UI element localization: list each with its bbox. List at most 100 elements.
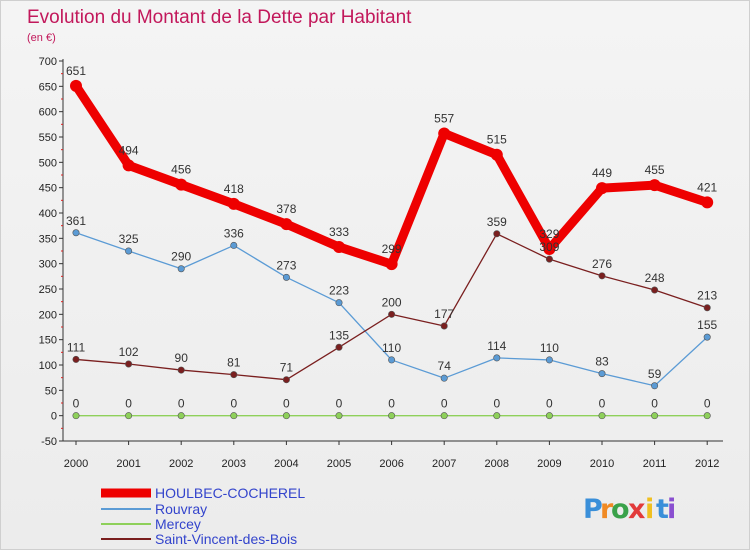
data-label: 110 [382, 341, 401, 355]
x-tick-label: 2001 [116, 458, 140, 470]
data-point [440, 412, 448, 420]
brand-letter: i [645, 494, 654, 525]
data-point [230, 412, 238, 420]
data-point [177, 366, 185, 374]
brand-letter: P [583, 494, 603, 525]
data-point [388, 310, 396, 318]
data-label: 0 [546, 397, 553, 411]
brand-letter: o [611, 494, 630, 525]
data-label: 248 [645, 271, 665, 285]
data-label: 135 [329, 328, 349, 342]
data-point [598, 412, 606, 420]
y-tick-label: 400 [39, 208, 57, 220]
data-label: 361 [66, 214, 86, 228]
data-point [598, 370, 606, 378]
data-label: 0 [388, 397, 395, 411]
axes: -50 0 50 100 150 200 250 300 350 400 450 500 550 600 6… [39, 56, 723, 470]
data-point [122, 159, 135, 172]
data-point [651, 286, 659, 294]
data-point [545, 356, 553, 364]
data-label: 0 [73, 397, 80, 411]
data-label: 557 [434, 111, 454, 125]
data-point [651, 412, 659, 420]
data-point [125, 412, 133, 420]
data-point [440, 374, 448, 382]
data-label: 177 [434, 307, 454, 321]
x-tick-label: 2003 [222, 458, 246, 470]
data-point [125, 247, 133, 255]
data-point [438, 127, 451, 140]
x-tick-label: 2000 [64, 458, 88, 470]
data-point [388, 412, 396, 420]
y-tick-label: 650 [39, 81, 57, 93]
x-tick-label: 2006 [379, 458, 403, 470]
brand-letter: x [628, 494, 645, 525]
data-label: 309 [539, 240, 559, 254]
data-label: 200 [382, 295, 402, 309]
data-point [596, 182, 608, 195]
data-point [703, 333, 711, 341]
series-rouvray [72, 229, 711, 390]
data-label: 74 [438, 359, 452, 373]
data-point [703, 412, 711, 420]
x-tick-label: 2011 [643, 458, 667, 470]
series-mercey [72, 412, 711, 420]
y-tick-label: 500 [39, 157, 57, 169]
y-tick-label: 150 [39, 335, 57, 347]
data-point [703, 304, 711, 312]
series-layer [70, 79, 714, 420]
data-point [545, 412, 553, 420]
legend: HOULBEC-COCHERELRouvrayMerceySaint-Vince… [101, 485, 305, 547]
data-label: 515 [487, 133, 507, 147]
x-tick-label: 2002 [169, 458, 193, 470]
data-point [388, 356, 396, 364]
data-point [177, 412, 185, 420]
data-label: 651 [66, 64, 86, 78]
data-label: 155 [697, 318, 717, 332]
data-label: 0 [336, 397, 343, 411]
data-label: 329 [539, 227, 559, 241]
y-tick-label: 600 [39, 107, 57, 119]
data-label: 0 [493, 397, 500, 411]
data-label: 213 [697, 289, 717, 303]
data-label: 59 [648, 367, 662, 381]
data-label: 333 [329, 225, 349, 239]
data-point [335, 412, 343, 420]
data-point [335, 343, 343, 351]
data-label: 299 [382, 242, 402, 256]
data-label: 0 [230, 397, 237, 411]
data-label: 456 [171, 163, 191, 177]
legend-label: Saint-Vincent-des-Bois [155, 531, 297, 547]
chart-subtitle: (en €) [27, 32, 56, 44]
data-point [545, 255, 553, 263]
data-point [493, 230, 501, 238]
data-label: 110 [540, 341, 559, 355]
data-label: 455 [645, 163, 665, 177]
data-label: 359 [487, 215, 507, 229]
data-label: 0 [283, 397, 290, 411]
data-label: 0 [651, 397, 658, 411]
data-label: 418 [224, 182, 244, 196]
y-tick-label: 50 [45, 385, 57, 397]
data-point [227, 197, 240, 210]
data-label: 83 [595, 355, 609, 369]
data-label: 0 [441, 397, 448, 411]
data-label: 223 [329, 284, 349, 298]
data-point [175, 178, 188, 191]
data-label: 378 [276, 202, 296, 216]
legend-label: HOULBEC-COCHEREL [155, 485, 305, 501]
data-point [651, 382, 659, 390]
data-point [598, 272, 606, 280]
y-tick-label: 250 [39, 284, 57, 296]
brand-letter: t [656, 494, 669, 525]
data-point [72, 412, 80, 420]
data-label: 102 [119, 345, 139, 359]
data-labels: 0 0 0 0 0 0 0 0 0 0 0 0 0 361 325 290 336 273 223 110 74 114 1… [66, 64, 718, 411]
data-label: 421 [697, 180, 717, 194]
y-tick-label: 550 [39, 132, 57, 144]
legend-label: Mercey [155, 516, 201, 532]
data-point [280, 218, 293, 231]
y-tick-label: 300 [39, 259, 57, 271]
